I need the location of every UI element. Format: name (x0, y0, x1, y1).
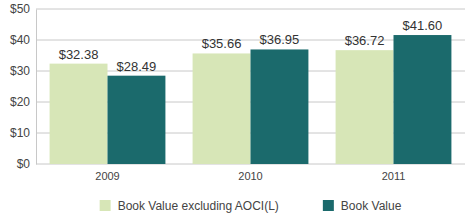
bar (193, 53, 251, 164)
bar (251, 49, 309, 164)
y-tick-label: $10 (10, 126, 30, 140)
data-label: $32.38 (59, 47, 99, 62)
y-tick: $20 (10, 95, 36, 109)
y-tick: $30 (10, 64, 36, 78)
y-tick-label: $50 (10, 2, 30, 16)
bars (50, 35, 452, 164)
bar (394, 35, 452, 164)
chart: $0 $10 $20 $30 $40 $50 2009 2010 2011 $32.38 $35.6… (0, 0, 469, 218)
y-axis: $0 $10 $20 $30 $40 $50 (10, 2, 37, 171)
x-tick: 2009 (95, 164, 119, 182)
data-labels: $32.38 $35.66 $36.72 $28.49 $36.95 $41.60 (59, 18, 443, 74)
y-tick-label: $20 (10, 95, 30, 109)
x-tick-label: 2009 (95, 170, 119, 182)
y-tick-label: $0 (17, 157, 31, 171)
data-label: $28.49 (117, 59, 157, 74)
legend-item: Book Value (323, 199, 402, 213)
grid (36, 9, 465, 164)
x-tick-label: 2011 (382, 170, 406, 182)
x-tick: 2010 (238, 164, 262, 182)
data-label: $36.95 (260, 32, 300, 47)
y-tick: $0 (17, 157, 36, 171)
data-label: $41.60 (403, 18, 443, 33)
y-tick-label: $40 (10, 33, 30, 47)
legend: Book Value excluding AOCI(L) Book Value (100, 199, 402, 213)
y-tick: $50 (10, 2, 36, 16)
y-tick: $40 (10, 33, 36, 47)
legend-label: Book Value (341, 199, 402, 213)
legend-item: Book Value excluding AOCI(L) (100, 199, 279, 213)
data-label: $35.66 (202, 36, 242, 51)
x-tick: 2011 (382, 164, 406, 182)
bar (108, 76, 166, 164)
bar (336, 50, 394, 164)
x-tick-label: 2010 (238, 170, 262, 182)
x-axis: 2009 2010 2011 (95, 164, 405, 182)
y-tick: $10 (10, 126, 36, 140)
bar (50, 64, 108, 164)
y-tick-label: $30 (10, 64, 30, 78)
y-axis-line (36, 10, 37, 165)
grid-line (36, 9, 465, 10)
data-label: $36.72 (345, 33, 385, 48)
legend-swatch (323, 200, 334, 211)
legend-swatch (100, 200, 111, 211)
legend-label: Book Value excluding AOCI(L) (118, 199, 279, 213)
